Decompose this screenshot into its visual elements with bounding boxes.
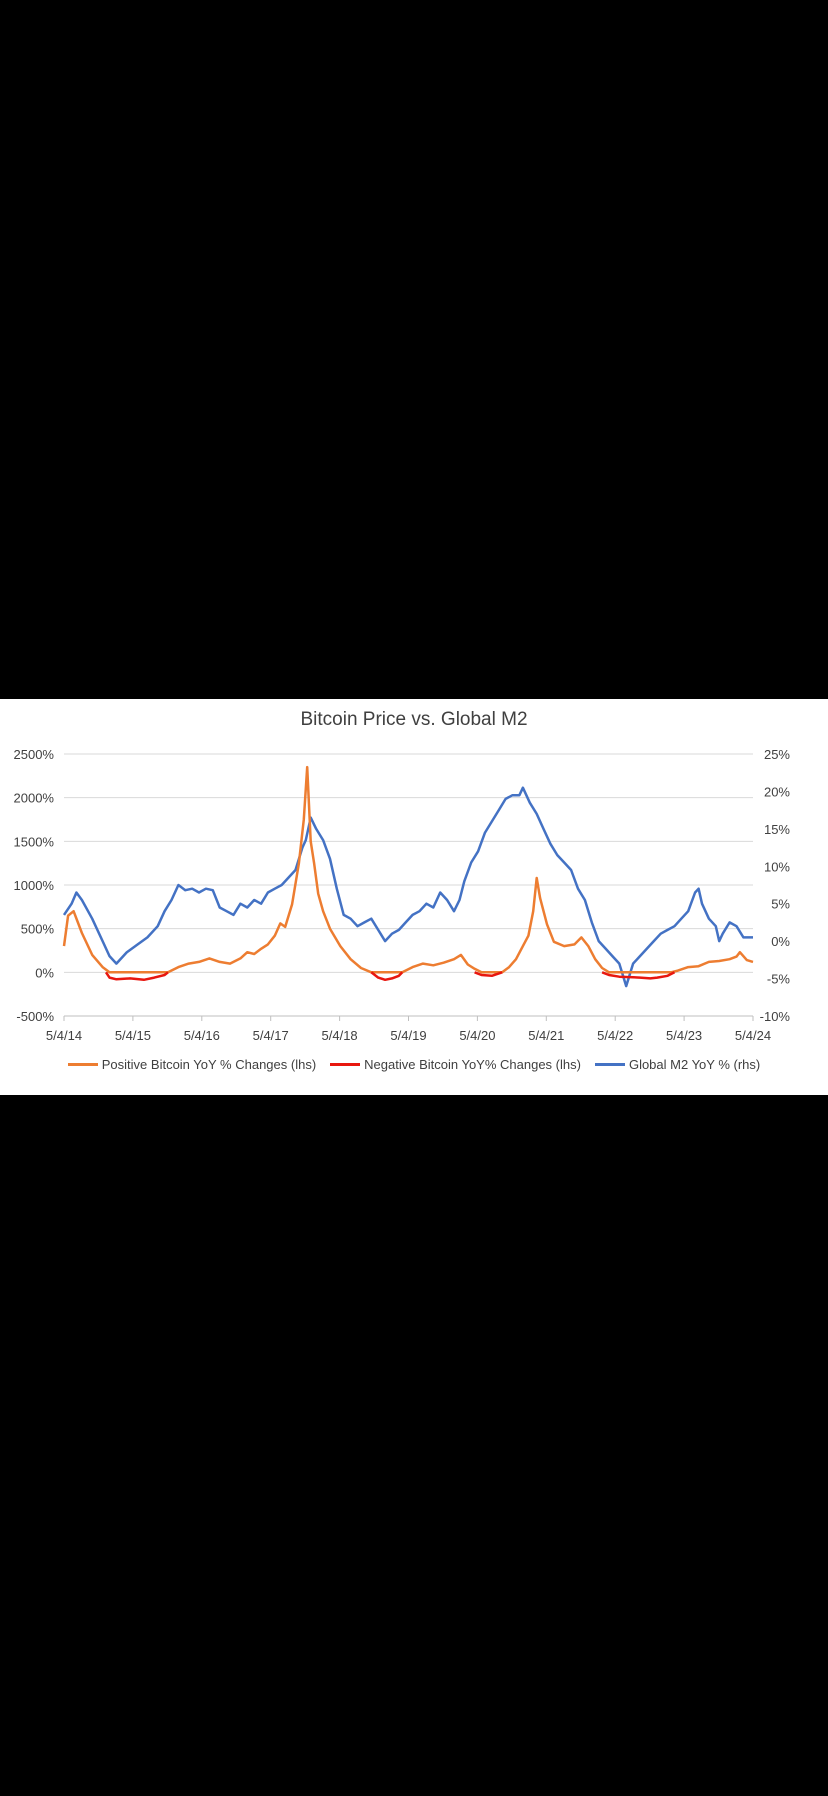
x-tick-label: 5/4/20 <box>459 1028 495 1043</box>
chart-card: Bitcoin Price vs. Global M2 2500% 2000% 15… <box>0 699 828 1095</box>
y-right-tick-label: 10% <box>764 859 790 874</box>
chart-title: Bitcoin Price vs. Global M2 <box>300 709 528 730</box>
y-left-tick-label: 0% <box>35 965 54 980</box>
legend-swatch <box>330 1063 361 1066</box>
y-left-tick-label: -500% <box>16 1009 54 1024</box>
x-tick-label: 5/4/17 <box>253 1028 289 1043</box>
y-left-tick-label: 1000% <box>14 878 55 893</box>
x-tick-label: 5/4/16 <box>184 1028 220 1043</box>
y-left-tick-label: 2500% <box>14 747 55 762</box>
series-positive-bitcoin-line <box>62 765 754 974</box>
legend-label: Global M2 YoY % (rhs) <box>628 1057 761 1072</box>
series-negative-bitcoin-line <box>104 971 169 982</box>
x-tick-label: 5/4/22 <box>597 1028 633 1043</box>
x-tick-label: 5/4/23 <box>666 1028 702 1043</box>
y-right-tick-label: 15% <box>764 822 790 837</box>
chart-legend: Positive Bitcoin YoY % Changes (lhs) Nega… <box>0 1057 828 1072</box>
legend-swatch <box>594 1063 625 1066</box>
series-global-m2-line <box>62 786 753 988</box>
x-tick-label: 5/4/19 <box>390 1028 426 1043</box>
x-tick-label: 5/4/15 <box>115 1028 151 1043</box>
series-negative-bitcoin-line <box>370 971 404 982</box>
x-tick-label: 5/4/14 <box>46 1028 82 1043</box>
y-left-tick-label: 2000% <box>14 791 55 806</box>
x-tick-label: 5/4/18 <box>322 1028 358 1043</box>
y-right-tick-label: -10% <box>760 1009 791 1024</box>
series-negative-bitcoin-line <box>601 971 676 980</box>
y-right-tick-label: -5% <box>767 972 791 987</box>
y-left-tick-label: 1500% <box>14 834 55 849</box>
y-left-tick-label: 500% <box>21 922 55 937</box>
legend-item: Global M2 YoY % (rhs) <box>594 1057 761 1072</box>
chart-plot: 2500% 2000% 1500% 1000% 500% 0% -500% 25% 20% 15%… <box>14 747 791 1043</box>
y-right-tick-label: 20% <box>764 784 790 799</box>
x-tick-label: 5/4/24 <box>735 1028 771 1043</box>
y-right-tick-label: 5% <box>771 897 790 912</box>
legend-item: Positive Bitcoin YoY % Changes (lhs) <box>67 1057 317 1072</box>
series-negative-bitcoin-line <box>474 971 503 978</box>
legend-label: Negative Bitcoin YoY% Changes (lhs) <box>364 1057 581 1072</box>
x-tick-label: 5/4/21 <box>528 1028 564 1043</box>
legend-item: Negative Bitcoin YoY% Changes (lhs) <box>330 1057 581 1072</box>
legend-swatch <box>67 1063 98 1066</box>
y-right-tick-label: 25% <box>764 747 790 762</box>
legend-label: Positive Bitcoin YoY % Changes (lhs) <box>101 1057 317 1072</box>
y-right-tick-label: 0% <box>771 934 790 949</box>
